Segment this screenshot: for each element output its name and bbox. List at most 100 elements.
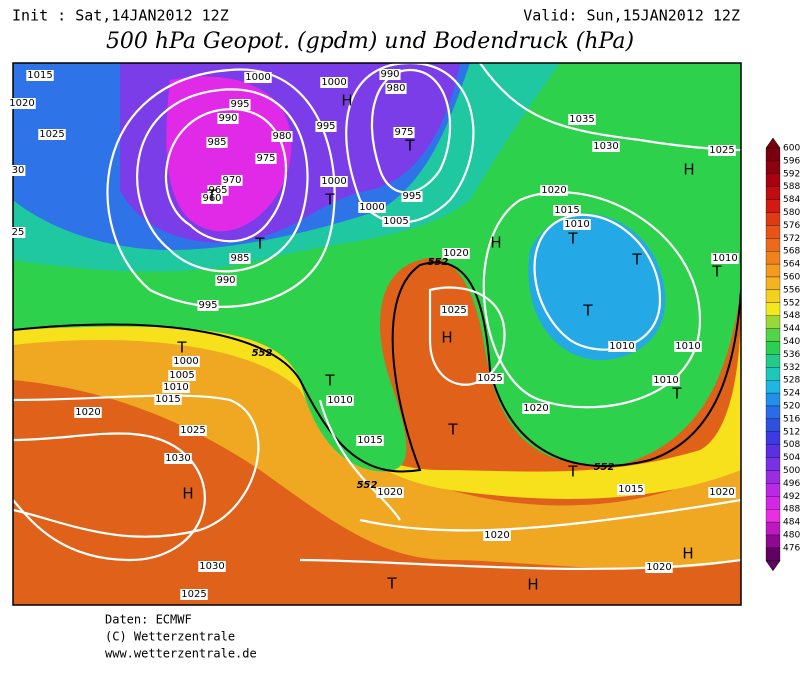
map-frame [12, 62, 742, 606]
isobar-label: 1000 [173, 356, 198, 367]
colorbar-label: 484 [783, 518, 800, 528]
label-bg [442, 248, 470, 259]
label-bg [217, 113, 239, 124]
isobar-label: 1020 [443, 248, 468, 259]
footer-line: Daten: ECMWF [105, 613, 192, 627]
label-bg [563, 219, 591, 230]
isobar [318, 399, 401, 521]
isobar-label: 970 [222, 175, 241, 186]
label-bg [10, 227, 26, 238]
label-bg [592, 141, 620, 152]
colorbar-segment [765, 509, 781, 523]
label-bg [382, 216, 410, 227]
colorbar: 600 596 592 588 584 580 576 572 568 564 560 556 552 5… [765, 137, 800, 572]
label-bg [376, 487, 404, 498]
label-bg [379, 69, 401, 80]
label-bg [221, 175, 243, 186]
isobar-label: 995 [230, 99, 249, 110]
isobar-label: 1025 [39, 129, 64, 140]
label-bg [540, 185, 568, 196]
colorbar-segment [765, 315, 781, 329]
isobar-label: 1020 [523, 403, 548, 414]
map-labels: 1015 1020 1025 30 25 1000 995 990 985 980 975 97096… [8, 69, 739, 600]
label-bg [401, 191, 423, 202]
colorbar-label: 540 [783, 337, 800, 347]
isobar-label: 975 [256, 153, 275, 164]
colorbar-cap [765, 137, 781, 149]
pressure-center: H [682, 545, 693, 563]
colorbar-segment [765, 431, 781, 445]
isobar-label: 1005 [383, 216, 408, 227]
label-bg [207, 185, 229, 196]
isobar-label: 1005 [169, 370, 194, 381]
footer-line: www.wetterzentrale.de [105, 647, 257, 661]
colorbar-label: 500 [783, 466, 800, 476]
isobar-label: 985 [207, 137, 226, 148]
colorbar-segment [765, 380, 781, 394]
pressure-center: T [386, 575, 397, 593]
pressure-center: T [324, 191, 335, 209]
colorbar-label: 520 [783, 402, 800, 412]
isobar-label: 990 [216, 275, 235, 286]
map-title: 500 hPa Geopot. (gpdm) und Bodendruck (h… [106, 29, 634, 54]
isobar [106, 68, 336, 308]
pressure-center: T [324, 372, 335, 390]
colorbar-segment [765, 238, 781, 252]
label-bg [711, 253, 739, 264]
label-bg [10, 165, 26, 176]
label-bg [708, 487, 736, 498]
label-bg [154, 394, 182, 405]
colorbar-label: 504 [783, 453, 800, 463]
colorbar-segment [765, 496, 781, 510]
label-bg [483, 530, 511, 541]
map [13, 63, 741, 605]
label-bg [162, 382, 190, 393]
isobar-label: 985 [230, 253, 249, 264]
isobar-label: 980 [272, 131, 291, 142]
valid-time: Valid: Sun,15JAN2012 12Z [523, 7, 740, 25]
isobar-label: 995 [316, 121, 335, 132]
isobar-label: 1015 [554, 205, 579, 216]
label-bg [172, 356, 200, 367]
colorbar-label: 524 [783, 389, 800, 399]
field-lightblue [528, 213, 666, 360]
contour-552 [13, 261, 741, 473]
colorbar-label: 528 [783, 376, 800, 386]
isobar-label: 1010 [327, 395, 352, 406]
contour-label: 552 [252, 348, 273, 359]
init-time: Init : Sat,14JAN2012 12Z [12, 7, 229, 25]
colorbar-segment [765, 160, 781, 174]
label-bg [320, 176, 348, 187]
label-bg [229, 253, 251, 264]
colorbar-segment [765, 186, 781, 200]
colorbar-segment [765, 147, 781, 162]
contour-label: 552 [428, 257, 449, 268]
colorbar-label: 516 [783, 414, 800, 424]
isobar [13, 394, 260, 538]
label-bg [356, 435, 384, 446]
isobar-label: 1015 [27, 70, 52, 81]
label-bg [74, 407, 102, 418]
isobar-label: 1010 [163, 382, 188, 393]
colorbar-label: 476 [783, 543, 800, 553]
isobar-label: 1020 [709, 487, 734, 498]
isobar-label: 1020 [9, 98, 34, 109]
colorbar-segment [765, 367, 781, 381]
isobar-label: 1010 [653, 375, 678, 386]
label-bg [180, 589, 208, 600]
pressure-center: T [254, 235, 265, 253]
colorbar-segment [765, 263, 781, 278]
label-bg [608, 341, 636, 352]
colorbar-segment [765, 225, 781, 239]
isobar-label: 960 [202, 193, 221, 204]
colorbar-segment [765, 212, 781, 226]
colorbar-segment [765, 483, 781, 497]
label-bg [652, 375, 680, 386]
colorbar-label: 592 [783, 169, 800, 179]
isobar-label: 1000 [359, 202, 384, 213]
colorbar-label: 492 [783, 492, 800, 502]
label-bg [320, 77, 348, 88]
label-bg [201, 193, 223, 204]
colorbar-label: 548 [783, 311, 800, 321]
